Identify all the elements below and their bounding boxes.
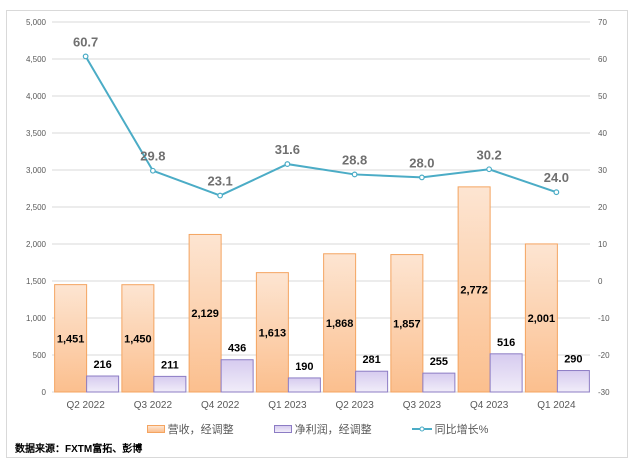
y-left-tick-label: 5,000: [26, 18, 47, 27]
y-left-tick-label: 2,000: [26, 240, 47, 249]
revenue-bar: [121, 284, 155, 393]
net-profit-bar: [489, 353, 523, 393]
legend-label: 营收，经调整: [167, 424, 234, 436]
legend-item-revenue: 营收，经调整: [146, 421, 234, 437]
yoy-growth-line: [84, 55, 557, 197]
net-profit-bar: [422, 372, 456, 393]
y-right-tick-label: 20: [598, 203, 607, 212]
yoy-marker: [82, 53, 89, 60]
x-tick-label: Q4 2023: [470, 400, 509, 411]
yoy-marker: [217, 192, 224, 199]
chart-frame: [6, 10, 628, 458]
x-tick-label: Q1 2024: [537, 400, 576, 411]
legend-label: 同比增长%: [434, 424, 489, 436]
net-profit-data-label: 190: [295, 361, 313, 373]
net-profit-data-label: 290: [564, 354, 582, 366]
revenue-bar: [323, 253, 357, 393]
net-profit-data-label: 436: [228, 343, 246, 355]
legend-item-net-profit: 净利润，经调整: [273, 421, 372, 437]
y-right-tick-label: -30: [598, 388, 610, 397]
revenue-swatch: [146, 425, 165, 433]
yoy-marker: [486, 166, 493, 173]
net-profit-bar: [556, 370, 590, 393]
yoy-marker: [284, 161, 291, 167]
yoy-marker: [149, 167, 156, 174]
revenue-data-label: 1,868: [326, 318, 354, 330]
yoy-data-label: 23.1: [207, 174, 232, 189]
y-left-tick-label: 3,000: [26, 166, 47, 175]
net-profit-data-label: 216: [93, 359, 111, 371]
revenue-data-label: 2,001: [528, 313, 556, 325]
net-profit-data-label: 516: [497, 337, 515, 349]
revenue-data-label: 1,857: [393, 318, 421, 330]
yoy-data-label: 28.0: [409, 155, 434, 170]
y-left-tick-label: 2,500: [26, 203, 47, 212]
legend-label: 净利润，经调整: [294, 424, 372, 436]
revenue-bar: [390, 254, 424, 393]
x-tick-label: Q2 2022: [66, 400, 105, 411]
x-tick-label: Q3 2023: [403, 400, 442, 411]
y-right-tick-label: 0: [598, 277, 603, 286]
yoy-data-label: 60.7: [73, 34, 98, 49]
yoy-data-label: 28.8: [342, 152, 367, 167]
y-right-tick-label: -10: [598, 314, 610, 323]
net-profit-bar: [287, 377, 321, 393]
net-profit-data-label: 281: [362, 354, 380, 366]
legend: 营收，经调整 净利润，经调整 同比增长%: [0, 421, 635, 437]
revenue-data-label: 2,129: [191, 308, 219, 320]
yoy-data-label: 30.2: [476, 147, 501, 162]
y-left-tick-label: 0: [42, 388, 47, 397]
source-note: 数据来源：FXTM富拓、彭博: [15, 444, 143, 455]
y-right-tick-label: -20: [598, 351, 610, 360]
yoy-data-label: 24.0: [544, 170, 569, 185]
line-marker-icon: [411, 426, 432, 432]
revenue-data-label: 1,450: [124, 333, 152, 345]
y-left-tick-label: 1,000: [26, 314, 47, 323]
y-left-tick-label: 4,500: [26, 55, 47, 64]
x-tick-label: Q4 2022: [201, 400, 240, 411]
x-tick-label: Q1 2023: [268, 400, 307, 411]
net-profit-bar: [220, 359, 254, 393]
y-left-tick-label: 1,500: [26, 277, 47, 286]
revenue-bar: [255, 272, 289, 393]
y-right-tick-label: 30: [598, 166, 607, 175]
net-profit-bar: [86, 375, 120, 393]
net-profit-data-label: 211: [161, 359, 179, 371]
yoy-data-label: 29.8: [140, 149, 165, 164]
revenue-bar: [457, 186, 491, 393]
y-left-tick-label: 3,500: [26, 129, 47, 138]
y-left-tick-label: 500: [33, 351, 47, 360]
net-profit-bar: [355, 370, 389, 393]
revenue-bar: [188, 233, 222, 393]
y-left-tick-label: 4,000: [26, 92, 47, 101]
yoy-marker: [351, 171, 358, 178]
yoy-marker: [418, 174, 425, 181]
x-tick-label: Q2 2023: [335, 400, 374, 411]
y-right-tick-label: 60: [598, 55, 607, 64]
net-profit-bar: [153, 375, 187, 393]
revenue-data-label: 1,613: [259, 327, 287, 339]
y-right-tick-label: 10: [598, 240, 607, 249]
x-tick-label: Q3 2022: [134, 400, 173, 411]
yoy-marker: [553, 189, 560, 196]
net-profit-data-label: 255: [430, 356, 448, 368]
yoy-data-label: 31.6: [275, 142, 300, 157]
y-right-tick-label: 70: [598, 18, 607, 27]
y-right-tick-label: 50: [598, 92, 607, 101]
revenue-data-label: 2,772: [460, 284, 488, 296]
revenue-bar: [524, 243, 558, 393]
revenue-bar: [54, 284, 88, 393]
revenue-data-label: 1,451: [57, 333, 85, 345]
legend-item-yoy: 同比增长%: [411, 421, 489, 437]
y-right-tick-label: 40: [598, 129, 607, 138]
net-profit-swatch: [273, 425, 292, 433]
